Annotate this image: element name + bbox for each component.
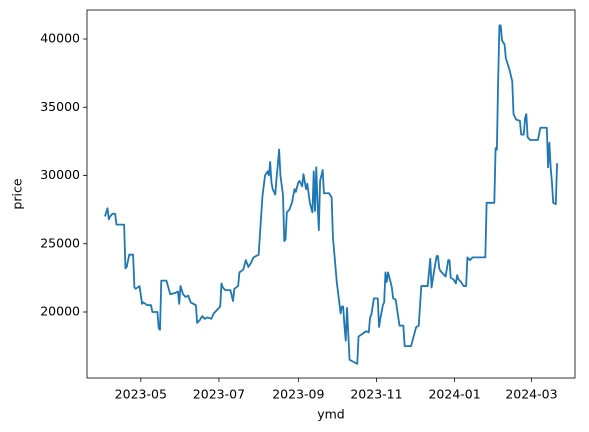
y-tick-label: 30000 — [40, 167, 80, 182]
x-tick-label: 2023-11 — [350, 387, 402, 402]
y-axis-label: price — [10, 178, 25, 209]
y-tick-label: 25000 — [40, 235, 80, 250]
price-line — [104, 24, 558, 365]
x-tick-label: 2023-05 — [115, 387, 167, 402]
y-tick-label: 35000 — [40, 99, 80, 114]
x-axis-label: ymd — [317, 407, 345, 422]
x-tick-label: 2024-03 — [505, 387, 557, 402]
x-tick-label: 2024-01 — [428, 387, 480, 402]
y-tick-label: 40000 — [40, 31, 80, 46]
y-tick-label: 20000 — [40, 304, 80, 319]
axes-frame — [86, 9, 576, 379]
x-tick-label: 2023-07 — [193, 387, 245, 402]
x-tick-label: 2023-09 — [272, 387, 324, 402]
